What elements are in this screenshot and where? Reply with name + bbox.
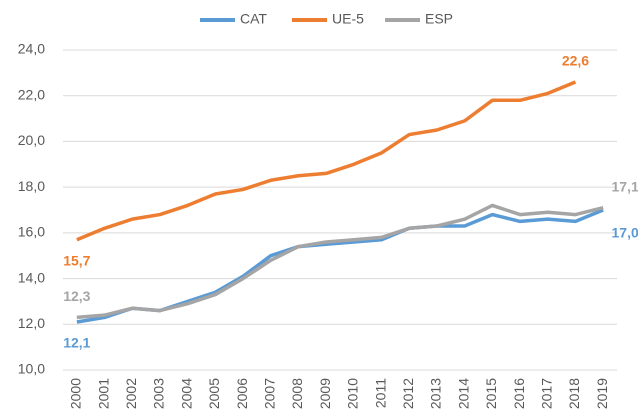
x-tick-label: 2009 bbox=[317, 378, 333, 409]
legend-label: ESP bbox=[425, 11, 453, 27]
x-tick-label: 2001 bbox=[95, 378, 111, 409]
data-label: 17,0 bbox=[612, 225, 638, 241]
x-tick-label: 2003 bbox=[151, 378, 167, 409]
x-tick-label: 2019 bbox=[594, 378, 610, 409]
x-tick-label: 2004 bbox=[178, 378, 194, 409]
x-tick-label: 2000 bbox=[68, 378, 84, 409]
y-tick-label: 24,0 bbox=[18, 41, 45, 57]
y-tick-label: 10,0 bbox=[18, 361, 45, 377]
legend-label: CAT bbox=[240, 11, 267, 27]
y-tick-label: 22,0 bbox=[18, 86, 45, 102]
data-label: 17,1 bbox=[612, 178, 638, 194]
legend-label: UE-5 bbox=[332, 11, 364, 27]
data-label: 12,1 bbox=[63, 335, 90, 351]
data-label: 15,7 bbox=[63, 252, 90, 268]
y-tick-label: 16,0 bbox=[18, 224, 45, 240]
series-line bbox=[76, 80, 577, 242]
y-tick-label: 14,0 bbox=[18, 269, 45, 285]
x-tick-label: 2007 bbox=[261, 378, 277, 409]
y-tick-label: 18,0 bbox=[18, 178, 45, 194]
x-tick-label: 2014 bbox=[455, 378, 471, 409]
x-tick-label: 2016 bbox=[511, 378, 527, 409]
x-tick-label: 2005 bbox=[206, 378, 222, 409]
data-label: 12,3 bbox=[63, 288, 90, 304]
x-tick-label: 2010 bbox=[345, 378, 361, 409]
x-tick-label: 2013 bbox=[428, 378, 444, 409]
x-tick-label: 2002 bbox=[123, 378, 139, 409]
y-tick-label: 12,0 bbox=[18, 315, 45, 331]
series-line bbox=[76, 203, 604, 320]
y-tick-label: 20,0 bbox=[18, 132, 45, 148]
x-tick-label: 2018 bbox=[566, 378, 582, 409]
x-tick-label: 2017 bbox=[538, 378, 554, 409]
data-label: 22,6 bbox=[562, 53, 589, 69]
x-tick-label: 2008 bbox=[289, 378, 305, 409]
x-tick-label: 2006 bbox=[234, 378, 250, 409]
x-tick-label: 2015 bbox=[483, 378, 499, 409]
x-tick-label: 2011 bbox=[372, 378, 388, 408]
series-line bbox=[76, 208, 604, 324]
x-tick-label: 2012 bbox=[400, 378, 416, 409]
